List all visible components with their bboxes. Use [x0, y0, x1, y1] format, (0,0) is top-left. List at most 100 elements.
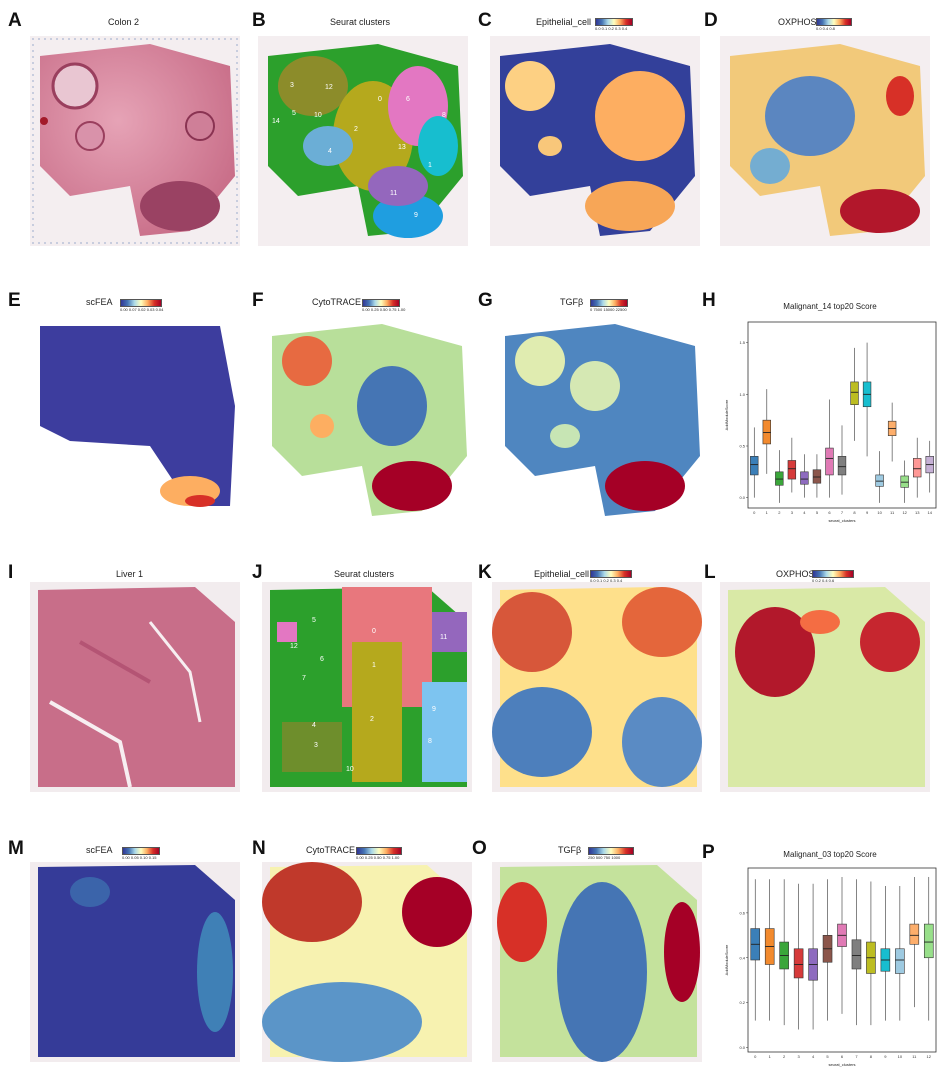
- chart-title: Malignant_03 top20 Score: [783, 850, 877, 859]
- spatial-score-map: [490, 36, 700, 246]
- cluster-label: 7: [302, 675, 306, 682]
- spatial-score-map: [492, 862, 702, 1062]
- he-stain-image-liver: [30, 582, 240, 792]
- panel-title: Seurat clusters: [334, 569, 395, 579]
- x-tick-label: 6: [841, 1054, 844, 1059]
- panel-title: TGFβ: [558, 845, 582, 855]
- box: [875, 474, 884, 487]
- cluster-label: 6: [320, 656, 324, 663]
- panel-letter: E: [8, 290, 21, 311]
- box: [851, 939, 862, 970]
- cluster-label: 10: [346, 766, 354, 773]
- spatial-score-map: [262, 316, 472, 526]
- box: [895, 948, 905, 974]
- cluster-label: 9: [414, 212, 418, 219]
- box: [800, 471, 809, 485]
- box: [850, 381, 859, 405]
- cluster-label: 3: [290, 82, 294, 89]
- panel-letter: C: [478, 10, 492, 31]
- x-tick-label: 10: [898, 1054, 903, 1059]
- panel-title: Liver 1: [116, 569, 144, 579]
- cluster-label: 13: [398, 144, 406, 151]
- y-tick-label: 0.5: [739, 444, 745, 449]
- box: [825, 447, 834, 476]
- cluster-label: 0: [378, 96, 382, 103]
- x-tick-label: 14: [928, 510, 933, 515]
- cluster-label: 2: [354, 126, 358, 133]
- box: [787, 460, 797, 480]
- cluster-label: 4: [328, 148, 332, 155]
- x-tick-label: 2: [778, 510, 781, 515]
- x-tick-label: 0: [754, 1054, 757, 1059]
- colorbar: [588, 847, 634, 855]
- panel-title: TGFβ: [560, 297, 584, 307]
- spatial-score-map: [720, 582, 930, 792]
- x-tick-label: 12: [902, 510, 907, 515]
- x-tick-label: 13: [915, 510, 920, 515]
- x-tick-label: 3: [797, 1054, 800, 1059]
- cluster-label: 6: [406, 96, 410, 103]
- cluster-label: 8: [442, 112, 446, 119]
- x-tick-label: 5: [826, 1054, 829, 1059]
- cluster-label: 1: [428, 162, 432, 169]
- panel-title: CytoTRACE: [312, 297, 362, 307]
- panel-letter: L: [704, 562, 716, 583]
- y-axis-label: AddModuleScore: [724, 944, 729, 975]
- spatial-score-map: [262, 862, 472, 1062]
- x-tick-label: 8: [870, 1054, 873, 1059]
- panel-letter: B: [252, 10, 266, 31]
- box: [762, 419, 771, 445]
- colorbar: [812, 570, 854, 578]
- spatial-score-map: [30, 316, 240, 526]
- y-tick-label: 1.5: [739, 340, 745, 345]
- colorbar-ticks: 0.00 0.07 0.02 0.03 0.04: [120, 307, 164, 312]
- box: [750, 456, 759, 476]
- box: [793, 948, 804, 979]
- box: [923, 923, 934, 959]
- y-tick-label: 0.0: [739, 495, 745, 500]
- panel-letter: K: [478, 562, 492, 583]
- panel-letter: G: [478, 290, 493, 311]
- cluster-label: 14: [272, 118, 280, 125]
- y-tick-label: 0.0: [739, 1045, 745, 1050]
- x-tick-label: 1: [769, 1054, 772, 1059]
- colorbar-ticks: 0.0 0.1 0.2 0.3 0.4: [590, 578, 623, 583]
- x-tick-label: 11: [890, 510, 895, 515]
- panel-title: OXPHOS: [778, 17, 817, 27]
- y-tick-label: 0.6: [739, 910, 745, 915]
- x-tick-label: 10: [877, 510, 882, 515]
- panel-title: Seurat clusters: [330, 17, 391, 27]
- x-axis-label: seurat_clusters: [828, 518, 855, 523]
- colorbar: [362, 299, 400, 307]
- cluster-label: 0: [372, 628, 376, 635]
- spatial-cluster-map-liver: [262, 582, 472, 792]
- colorbar: [816, 18, 852, 26]
- cluster-label: 2: [370, 716, 374, 723]
- y-tick-label: 0.4: [739, 955, 745, 960]
- panel-letter: J: [252, 562, 263, 583]
- x-tick-label: 4: [803, 510, 806, 515]
- colorbar: [356, 847, 402, 855]
- spatial-score-map: [720, 36, 930, 246]
- colorbar-ticks: 0.0 0.1 0.2 0.3 0.4: [595, 26, 628, 31]
- panel-letter: I: [8, 562, 14, 583]
- panel-letter: F: [252, 290, 264, 311]
- cluster-label: 8: [428, 738, 432, 745]
- boxplot-chart: 0.00.51.01.50 1 2 3 4 5 6 7 8 9 10 11 12 13 14seurat_c…: [724, 321, 937, 523]
- y-axis-label: AddModuleScore: [724, 399, 729, 430]
- cluster-label: 12: [290, 643, 298, 650]
- x-tick-label: 2: [783, 1054, 786, 1059]
- panel-letter: N: [252, 838, 266, 859]
- colorbar-ticks: 0.00 0.05 0.10 0.15: [122, 855, 157, 860]
- x-tick-label: 1: [766, 510, 769, 515]
- he-stain-image-colon: [30, 36, 240, 246]
- colorbar: [122, 847, 160, 855]
- cluster-label: 5: [292, 110, 296, 117]
- spatial-score-map: [30, 862, 240, 1062]
- spatial-cluster-map-colon: [258, 36, 468, 246]
- y-tick-label: 0.2: [739, 1000, 745, 1005]
- x-tick-label: 3: [791, 510, 794, 515]
- panel-title: Colon 2: [108, 17, 140, 27]
- box: [909, 923, 920, 945]
- box: [900, 475, 909, 488]
